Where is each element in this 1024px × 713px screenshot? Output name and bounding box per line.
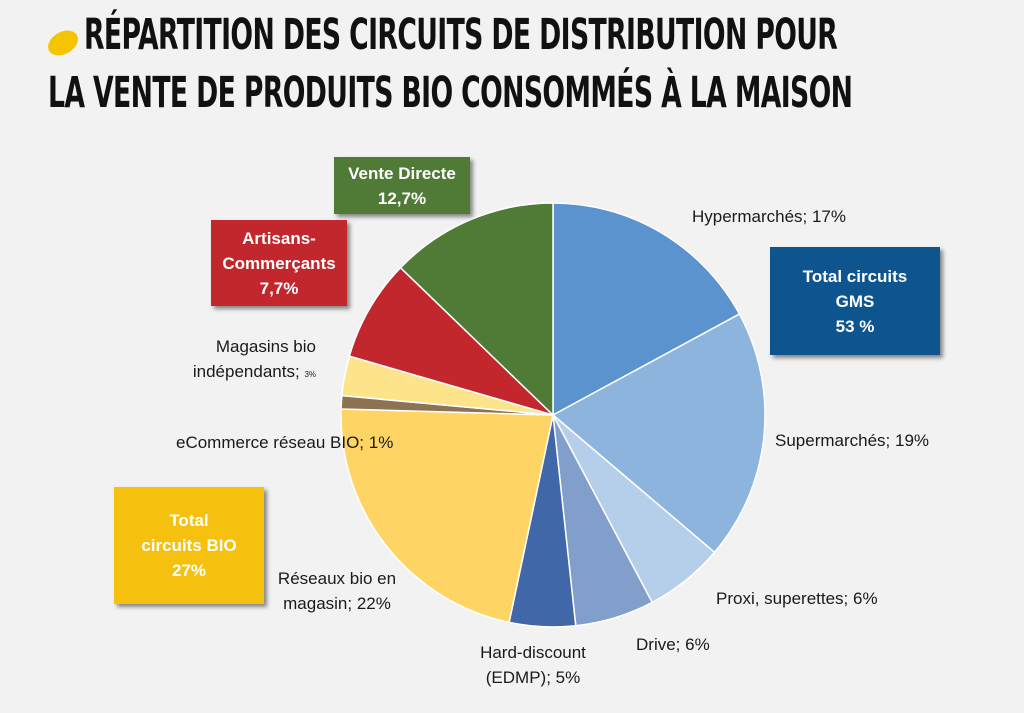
box-artisans-line1: Artisans- xyxy=(242,228,316,248)
box-artisans-line3: 7,7% xyxy=(259,278,299,298)
title-line-1: RÉPARTITION DES CIRCUITS DE DISTRIBUTION… xyxy=(84,10,838,60)
box-artisans-line2: Commerçants xyxy=(222,253,336,273)
pie-slice-hypermarches xyxy=(552,202,741,417)
box-bio-line1: Total xyxy=(169,511,209,530)
box-gms-line1: Total circuits xyxy=(802,266,908,286)
label-magasins-bio: Magasins bio indépendants; 3% xyxy=(140,334,316,387)
label-reseaux-bio-line2: magasin; 22% xyxy=(283,594,391,613)
pie-slice-vente-directe xyxy=(399,202,554,417)
label-supermarches: Supermarchés; 19% xyxy=(775,431,930,450)
label-reseaux-bio-line1: Réseaux bio en xyxy=(277,569,397,588)
box-bio-line3: 27% xyxy=(171,561,207,580)
label-proxi: Proxi, superettes; 6% xyxy=(716,589,878,608)
box-bio-line2: circuits BIO xyxy=(141,536,237,555)
label-hard-discount-line2: (EDMP); 5% xyxy=(485,668,581,687)
label-hypermarches: Hypermarchés; 17% xyxy=(692,207,847,226)
box-vente-directe: Vente Directe 12,7% xyxy=(334,157,470,214)
box-vente-directe-line2: 12,7% xyxy=(377,188,427,208)
label-hard-discount-line1: Hard-discount xyxy=(480,643,586,662)
pie-slice-supermarches xyxy=(551,313,766,554)
box-artisans: Artisans- Commerçants 7,7% xyxy=(211,220,347,306)
title-line-2: LA VENTE DE PRODUITS BIO CONSOMMÉS À LA … xyxy=(48,68,853,118)
label-magasins-line2: indépendants; xyxy=(192,362,300,381)
label-reseaux-bio: Réseaux bio en magasin; 22% xyxy=(262,566,412,616)
label-magasins-pct: 3% xyxy=(304,370,316,379)
box-total-gms: Total circuits GMS 53 % xyxy=(770,247,940,355)
label-drive: Drive; 6% xyxy=(636,635,710,654)
box-gms-line2: GMS xyxy=(835,291,875,311)
label-ecommerce: eCommerce réseau BIO; 1% xyxy=(176,433,394,452)
pie-slice-artisans-commercants xyxy=(348,266,554,416)
box-gms-line3: 53 % xyxy=(835,316,875,336)
pie-slice-reseaux-bio-en-magasin xyxy=(340,408,554,624)
label-hard-discount: Hard-discount (EDMP); 5% xyxy=(468,640,598,690)
label-magasins-line1: Magasins bio xyxy=(215,337,316,356)
box-vente-directe-line1: Vente Directe xyxy=(348,163,456,183)
box-total-bio: Total circuits BIO 27% xyxy=(114,487,264,604)
